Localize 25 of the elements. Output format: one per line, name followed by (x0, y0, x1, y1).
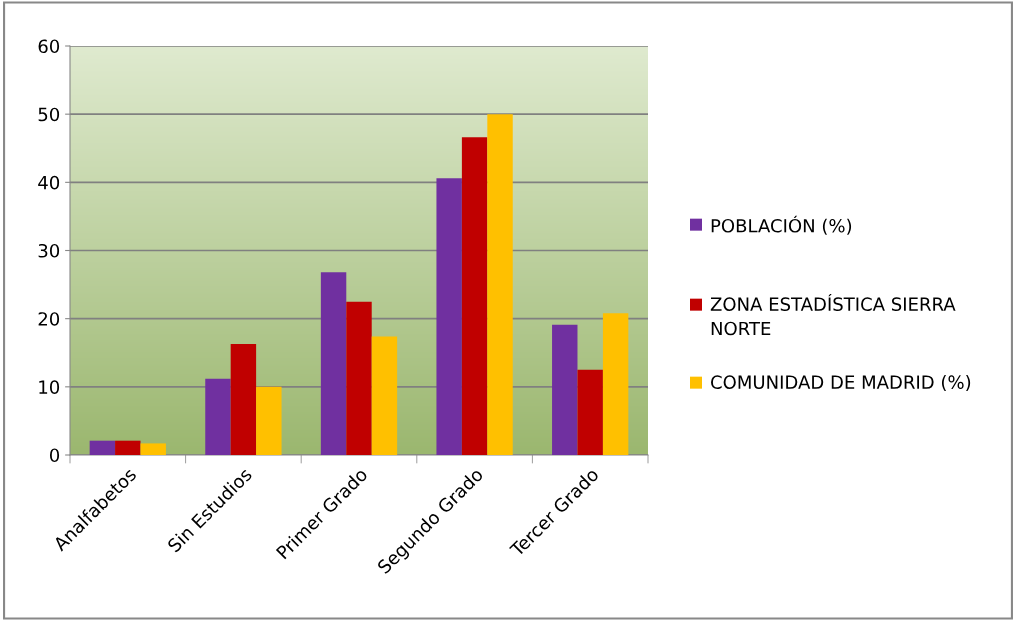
legend-label: POBLACIÓN (%) (711, 215, 852, 235)
bar (602, 313, 629, 455)
bar (552, 324, 578, 455)
bar (89, 440, 116, 455)
legend-label: ZONA ESTADÍSTICA SIERRA NORTE (710, 294, 956, 336)
bar (436, 178, 462, 455)
bar (256, 386, 282, 455)
legend-label: COMUNIDAD DE MADRID (%) (711, 375, 971, 392)
bar (577, 369, 603, 455)
y-tick-label: 50 (38, 107, 60, 122)
bar (115, 440, 141, 455)
bar (140, 443, 166, 455)
y-tick-label: 0 (49, 448, 60, 463)
bar (205, 378, 231, 455)
y-tick-label: 60 (38, 39, 60, 54)
bar (346, 301, 372, 455)
y-tick-label: 30 (38, 243, 60, 258)
bar (320, 272, 347, 455)
y-tick-label: 20 (38, 312, 60, 326)
bar (461, 137, 488, 455)
y-tick-label: 40 (38, 175, 60, 190)
y-tick-label: 10 (39, 380, 60, 394)
bar (371, 336, 398, 455)
bar (230, 343, 257, 455)
bar (487, 114, 513, 455)
